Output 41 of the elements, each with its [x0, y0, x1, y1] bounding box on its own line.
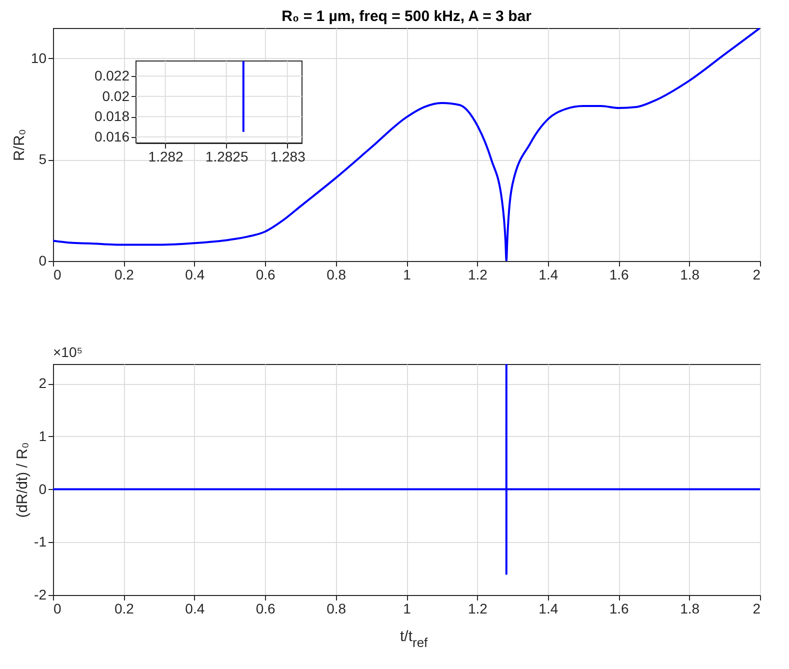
y-tick-label: 1: [38, 428, 47, 444]
y-tick-label: 0.02: [102, 88, 130, 104]
x-tick-label: 0: [54, 266, 62, 282]
y-tick-label: 0.016: [94, 128, 130, 144]
x-tick-label: 1.283: [270, 148, 306, 164]
y-tick-label: -2: [34, 586, 47, 602]
x-tick-label: 1.8: [680, 600, 700, 616]
x-tick-label: 1.2: [468, 266, 488, 282]
y-tick-label: 10: [30, 50, 47, 66]
x-tick-label: 0.2: [114, 266, 134, 282]
x-tick-label: 1.2: [468, 600, 488, 616]
x-tick-label: 0: [54, 600, 62, 616]
x-tick-label: 0.6: [256, 266, 276, 282]
x-tick-label: 1.6: [609, 600, 630, 616]
y-tick-label: 5: [38, 151, 47, 168]
x-tick-label: 1: [403, 266, 412, 282]
x-tick-label: 0.2: [114, 600, 134, 616]
x-tick-label: 2: [752, 266, 761, 282]
y-tick-label: 0.022: [94, 68, 130, 84]
text: ×10⁵: [53, 344, 83, 360]
x-tick-label: 1.282: [148, 148, 184, 164]
x-tick-label: 1.4: [538, 266, 558, 282]
x-tick-label: 0.8: [326, 600, 346, 616]
y-tick-label: 2: [38, 375, 47, 392]
x-tick-label: 0.6: [256, 600, 276, 616]
y-tick-label: 0: [38, 252, 47, 268]
x-tick-label: 1.8: [680, 266, 700, 282]
x-tick-label: 1.2825: [205, 148, 248, 164]
x-tick-label: 0.8: [326, 266, 346, 282]
x-tick-label: 1.6: [609, 266, 630, 282]
x-tick-label: 2: [752, 600, 761, 616]
x-tick-label: 0.4: [185, 600, 205, 616]
y-tick-label: 0.018: [94, 108, 130, 124]
y-tick-label: -1: [34, 534, 47, 550]
y-axis-title: (dR/dt) / R₀: [14, 442, 32, 518]
x-tick-label: 1.4: [538, 600, 558, 616]
x-tick-label: 0.4: [185, 266, 205, 282]
y-axis-title: R/R₀: [10, 128, 28, 162]
y-tick-label: 0: [38, 480, 47, 497]
chart-title: R₀ = 1 µm, freq = 500 kHz, A = 3 bar: [282, 8, 532, 25]
x-tick-label: 1: [403, 600, 412, 616]
